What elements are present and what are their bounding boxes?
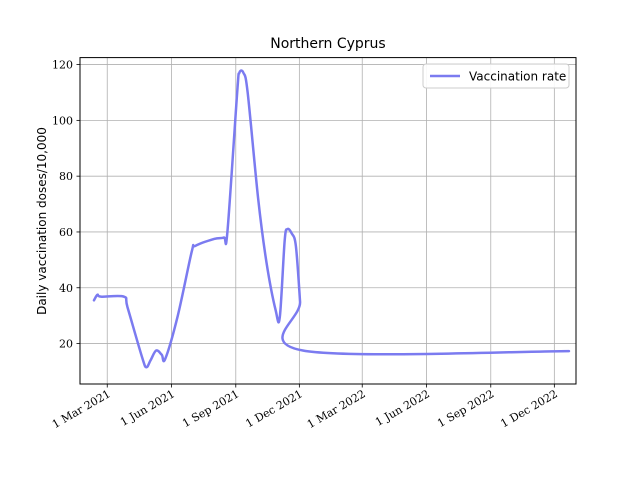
x-tick-label: 1 Jun 2022 — [373, 387, 432, 429]
y-tick-label: 120 — [52, 59, 73, 72]
plot-area-frame — [79, 57, 577, 385]
x-tick-label: 1 Dec 2022 — [498, 387, 559, 430]
y-tick-label: 40 — [59, 282, 73, 295]
x-tick-label: 1 Mar 2022 — [305, 387, 368, 431]
legend-label: Vaccination rate — [469, 70, 566, 84]
legend: Vaccination rate — [422, 63, 570, 89]
y-tick-label: 100 — [52, 114, 73, 127]
x-tick-label: 1 Sep 2022 — [435, 387, 496, 430]
y-axis-label: Daily vaccination doses/10,000 — [35, 127, 49, 315]
x-axis-ticks: 1 Mar 2021 1 Jun 2021 1 Sep 2021 1 Dec 2021… — [50, 384, 560, 431]
series-line-vaccination-rate — [92, 69, 571, 369]
chart-title: Northern Cyprus — [270, 36, 385, 52]
x-tick-label: 1 Jun 2021 — [118, 387, 177, 429]
y-tick-label: 20 — [59, 338, 73, 351]
grid-lines — [80, 57, 576, 384]
x-tick-label: 1 Sep 2021 — [180, 387, 241, 430]
legend-box — [422, 63, 570, 89]
y-tick-label: 80 — [59, 170, 73, 183]
x-tick-label: 1 Dec 2021 — [243, 387, 304, 430]
x-tick-label: 1 Mar 2021 — [50, 387, 113, 431]
y-tick-label: 60 — [59, 226, 73, 239]
y-axis-ticks: 20 40 60 80 100 120 — [52, 59, 80, 351]
